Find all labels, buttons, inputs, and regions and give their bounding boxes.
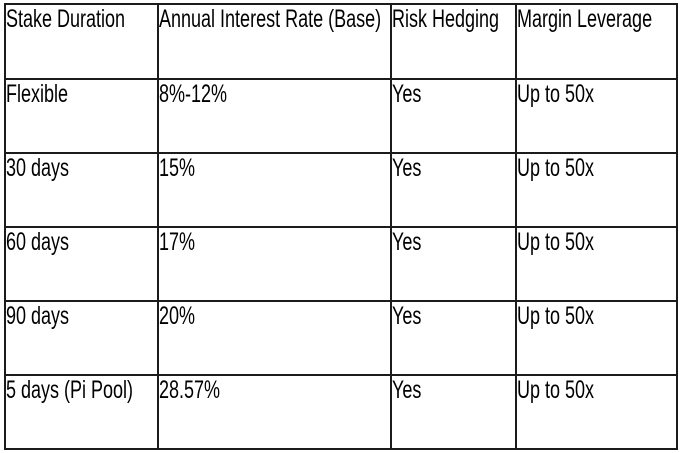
table-row: 90 days 20% Yes Up to 50x [4,300,678,376]
cell-margin-leverage: Up to 50x [517,154,595,182]
cell-stake-duration: 5 days (Pi Pool) [6,376,134,404]
table-cell: Up to 50x [515,152,678,228]
cell-risk-hedging: Yes [392,154,422,182]
table-cell: 8%-12% [157,78,392,154]
cell-annual-interest-rate: 8%-12% [159,80,228,108]
table-cell: 20% [157,300,392,376]
table-row: 30 days 15% Yes Up to 50x [4,152,678,228]
table-cell: 15% [157,152,392,228]
column-header-label: Margin Leverage [517,5,653,33]
cell-risk-hedging: Yes [392,228,422,256]
table-row: Flexible 8%-12% Yes Up to 50x [4,78,678,154]
table-row: 60 days 17% Yes Up to 50x [4,226,678,302]
cell-stake-duration: 90 days [6,302,70,330]
table-cell: Yes [390,374,517,450]
cell-risk-hedging: Yes [392,376,422,404]
staking-terms-table: Stake Duration Annual Interest Rate (Bas… [4,3,678,450]
column-header-annual-interest-rate: Annual Interest Rate (Base) [157,3,392,80]
table-cell: Yes [390,78,517,154]
table-cell: Up to 50x [515,300,678,376]
cell-margin-leverage: Up to 50x [517,80,595,108]
table-header-row: Stake Duration Annual Interest Rate (Bas… [4,3,678,80]
table-cell: 90 days [4,300,159,376]
table-row: 5 days (Pi Pool) 28.57% Yes Up to 50x [4,374,678,450]
cell-risk-hedging: Yes [392,302,422,330]
table-cell: 5 days (Pi Pool) [4,374,159,450]
column-header-label: Stake Duration [6,5,126,33]
cell-margin-leverage: Up to 50x [517,302,595,330]
cell-annual-interest-rate: 28.57% [159,376,221,404]
table-cell: Up to 50x [515,226,678,302]
column-header-margin-leverage: Margin Leverage [515,3,678,80]
column-header-stake-duration: Stake Duration [4,3,159,80]
table-cell: 17% [157,226,392,302]
cell-stake-duration: Flexible [6,80,69,108]
cell-annual-interest-rate: 15% [159,154,196,182]
table-cell: Yes [390,152,517,228]
table-cell: Flexible [4,78,159,154]
cell-annual-interest-rate: 20% [159,302,196,330]
cell-stake-duration: 60 days [6,228,70,256]
column-header-label: Risk Hedging [392,5,500,33]
cell-margin-leverage: Up to 50x [517,228,595,256]
cell-annual-interest-rate: 17% [159,228,196,256]
column-header-label: Annual Interest Rate (Base) [159,5,382,33]
table-cell: Yes [390,226,517,302]
cell-margin-leverage: Up to 50x [517,376,595,404]
column-header-risk-hedging: Risk Hedging [390,3,517,80]
table-cell: Up to 50x [515,374,678,450]
table-cell: Yes [390,300,517,376]
cell-stake-duration: 30 days [6,154,70,182]
table-cell: 28.57% [157,374,392,450]
cell-risk-hedging: Yes [392,80,422,108]
table-cell: 60 days [4,226,159,302]
table-cell: 30 days [4,152,159,228]
table-cell: Up to 50x [515,78,678,154]
